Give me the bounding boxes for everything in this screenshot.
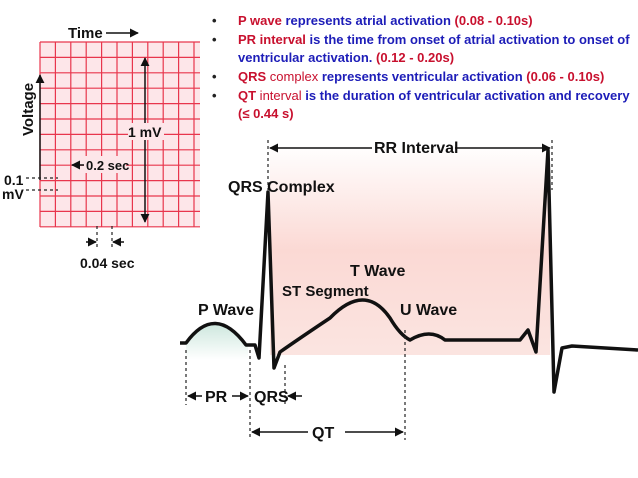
bullet-term: QRS <box>238 69 267 84</box>
p-wave-label: P Wave <box>198 302 254 319</box>
mv-label: 1 mV <box>128 124 162 140</box>
bullet-term: QT <box>238 88 257 103</box>
bullet-qrs-complex: • QRS complex represents ventricular acti… <box>212 69 605 84</box>
bullet-value: (≤ 0.44 s) <box>238 106 294 121</box>
definition-list: • P wave represents atrial activation (0.… <box>212 12 632 124</box>
ecg-trace <box>180 148 638 394</box>
t-wave-label: T Wave <box>350 263 406 280</box>
bullet-text: represents atrial activation <box>281 13 455 28</box>
bullet-p-wave: • P wave represents atrial activation (0.… <box>212 13 533 28</box>
sec02-label: 0.2 sec <box>86 158 129 173</box>
bullet-value: (0.06 - 0.10s) <box>526 69 605 84</box>
bullet-value: (0.12 - 0.20s) <box>372 50 455 65</box>
st-segment-label: ST Segment <box>282 283 369 300</box>
rr-interval-label: RR Interval <box>374 140 458 157</box>
voltage-label: Voltage <box>20 83 37 136</box>
mv01-label-line1: 0.1 <box>4 172 24 188</box>
bullet-qt-interval: • QT interval is the duration of ventricu… <box>212 88 630 121</box>
qrs-complex-label: QRS Complex <box>228 179 335 196</box>
st-shade <box>270 145 550 355</box>
qrs-label: QRS <box>254 389 289 406</box>
bullet-term-suffix: complex <box>266 69 319 84</box>
mv-label-bg <box>128 123 164 140</box>
bullet-text: is the duration of ventricular activatio… <box>301 88 630 103</box>
bullet-text: is the time from onset of atrial activat… <box>238 32 630 65</box>
bullet-text: represents ventricular activation <box>318 69 527 84</box>
u-wave-label: U Wave <box>400 302 457 319</box>
bullet-term: PR interval <box>238 32 306 47</box>
time-label: Time <box>68 25 103 42</box>
mv01-label-line2: mV <box>2 186 24 202</box>
bullet-value: (0.08 - 0.10s) <box>454 13 533 28</box>
pr-label: PR <box>205 389 228 406</box>
bullet-term: P wave <box>238 13 282 28</box>
p-wave-shade <box>186 325 248 360</box>
qt-label: QT <box>312 425 334 442</box>
bullet-pr-interval: • PR interval is the time from onset of a… <box>212 32 630 65</box>
bullet-term-suffix: interval <box>256 88 302 103</box>
ecg-paper-gridlines <box>39 41 200 228</box>
sec004-label: 0.04 sec <box>80 255 135 271</box>
sec02-label-bg <box>84 156 126 173</box>
